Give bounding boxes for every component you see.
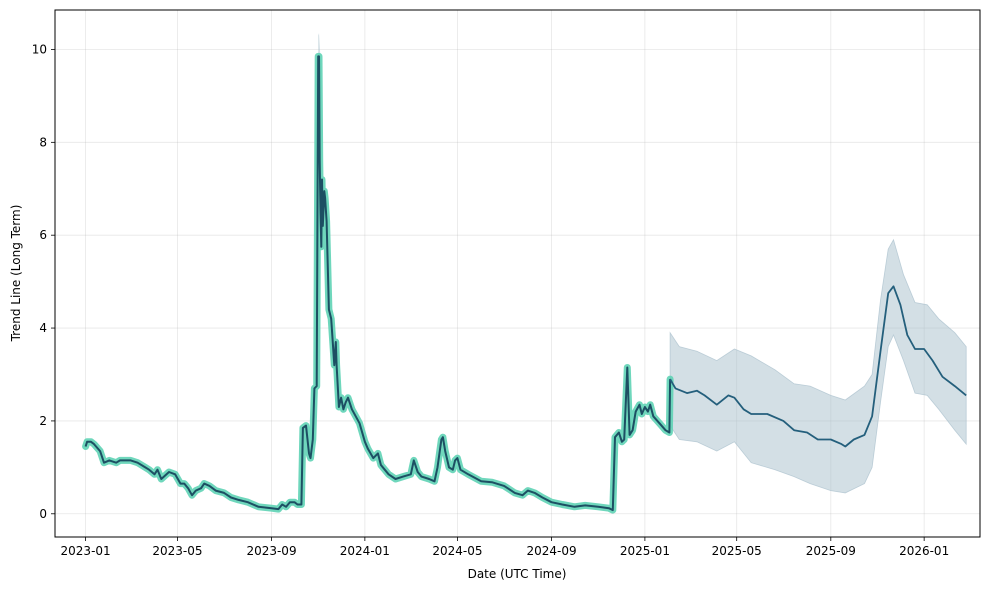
x-tick-label: 2023-05 bbox=[152, 544, 202, 558]
x-tick-label: 2026-01 bbox=[899, 544, 949, 558]
x-tick-label: 2025-01 bbox=[620, 544, 670, 558]
x-axis-label: Date (UTC Time) bbox=[468, 567, 567, 581]
gridlines bbox=[55, 10, 980, 537]
forecast-band-area bbox=[669, 238, 967, 494]
y-tick-label: 8 bbox=[39, 135, 47, 149]
x-tick-label: 2024-01 bbox=[340, 544, 390, 558]
x-tick-label: 2025-05 bbox=[712, 544, 762, 558]
y-axis-label: Trend Line (Long Term) bbox=[9, 205, 23, 343]
y-axis-ticks: 0 2 4 6 8 10 bbox=[32, 42, 55, 521]
forecast-line bbox=[669, 285, 967, 448]
y-tick-label: 4 bbox=[39, 321, 47, 335]
x-tick-label: 2024-09 bbox=[526, 544, 576, 558]
y-tick-label: 0 bbox=[39, 507, 47, 521]
historical-trend-line bbox=[84, 55, 672, 512]
x-tick-label: 2024-05 bbox=[432, 544, 482, 558]
x-axis-ticks: 2023-01 2023-05 2023-09 2024-01 2024-05 2024-… bbox=[61, 537, 949, 558]
x-tick-label: 2023-09 bbox=[246, 544, 296, 558]
y-tick-label: 2 bbox=[39, 414, 47, 428]
y-tick-label: 6 bbox=[39, 228, 47, 242]
plot-frame bbox=[54, 9, 981, 538]
y-tick-label: 10 bbox=[32, 42, 47, 56]
historical-trend-halo bbox=[82, 52, 674, 514]
x-tick-label: 2025-09 bbox=[806, 544, 856, 558]
trend-lines bbox=[82, 52, 967, 514]
x-tick-label: 2023-01 bbox=[61, 544, 111, 558]
